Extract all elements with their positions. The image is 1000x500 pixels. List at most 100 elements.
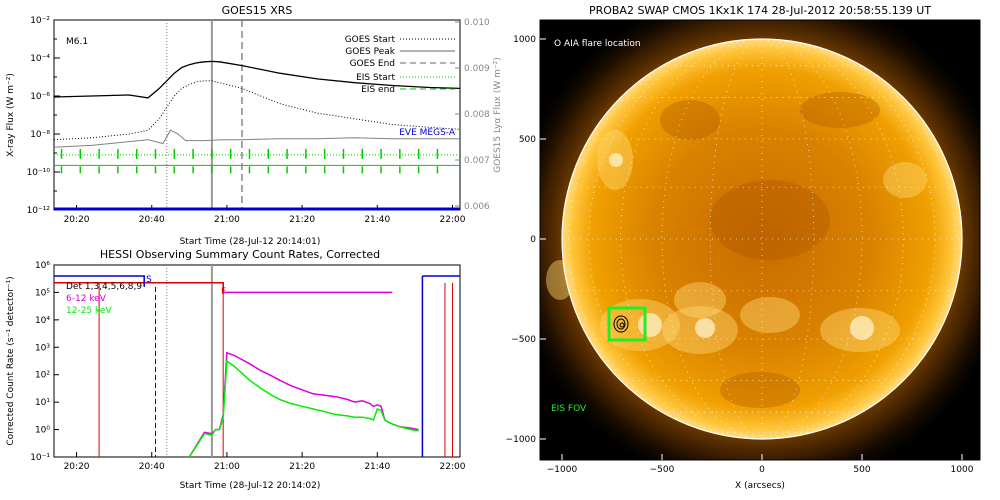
swap-x-tick-label: −1000 <box>547 465 578 475</box>
hessi-x-tick-label: 20:40 <box>139 462 165 472</box>
hessi-y-axis-label: Corrected Count Rate (s⁻¹ detector⁻¹) <box>6 276 16 445</box>
swap-x-tick-label: −500 <box>650 465 675 475</box>
legend-eis-end: EIS end <box>361 85 395 95</box>
hessi-y-tick-label: 10⁻¹ <box>30 453 50 463</box>
longitude-line <box>620 38 763 440</box>
hessi-title: HESSI Observing Summary Count Rates, Cor… <box>100 248 380 261</box>
solar-limb <box>561 38 963 440</box>
hessi-x-tick-label: 21:00 <box>214 462 240 472</box>
hessi-x-tick-label: 20:20 <box>64 462 90 472</box>
goes-x-tick-label: 21:40 <box>364 215 390 225</box>
swap-flare-annotation: O AIA flare location <box>554 39 641 49</box>
goes-y-axis-label: X-ray Flux (W m⁻²) <box>6 73 16 157</box>
goes-x-axis-label: Start Time (28-Jul-12 20:14:01) <box>180 237 321 247</box>
hessi-panel: HESSI Observing Summary Count Rates, Cor… <box>6 248 466 491</box>
hessi-y-tick-label: 10³ <box>35 343 50 353</box>
goes-x-tick-label: 22:00 <box>440 215 466 225</box>
active-region <box>546 260 574 300</box>
goes-y2-tick-label: 0.009 <box>464 64 490 74</box>
active-region-core <box>609 153 623 167</box>
goes-legend: GOES Start GOES Peak GOES End EIS Start … <box>345 35 456 138</box>
hessi-x-tick-label: 21:40 <box>364 462 390 472</box>
solar-active-regions <box>546 92 927 408</box>
legend-goes-end: GOES End <box>350 59 395 69</box>
goes-data-layer: 20:20 20:40 21:00 21:20 21:40 22:00 10⁻² 10⁻⁴ 10… <box>27 16 490 225</box>
goes-y-tick-label: 10⁻¹² <box>27 206 51 216</box>
aia-flare-contours <box>613 315 629 333</box>
hessi-series-12-25-keV <box>188 359 419 458</box>
hessi-x-tick-label: 21:20 <box>289 462 315 472</box>
legend-goes-start: GOES Start <box>345 35 396 45</box>
swap-title: PROBA2 SWAP CMOS 1Kx1K 174 28-Jul-2012 2… <box>589 4 931 17</box>
swap-x-tick-label: 500 <box>853 465 870 475</box>
goes-y2-axis-label: GOES15 Lyα Flux (W m⁻²) <box>493 57 503 173</box>
quiet-region <box>800 92 880 128</box>
swap-y-tick-label: −500 <box>511 335 536 345</box>
goes-y2-tick-label: 0.010 <box>464 18 490 28</box>
legend-eve-megs-a: EVE MEGS-A <box>399 128 456 138</box>
heliographic-grid <box>562 38 962 440</box>
swap-axes: −1000 −500 0 500 1000 1000 500 0 −500 −1000 <box>506 35 974 475</box>
active-region-core <box>638 313 662 337</box>
longitude-line <box>588 38 763 440</box>
swap-frame <box>539 19 981 461</box>
active-region <box>674 282 726 318</box>
hessi-x-axis-label: Start Time (28-Jul-12 20:14:02) <box>180 481 321 491</box>
goes-y2-tick-label: 0.008 <box>464 110 490 120</box>
swap-x-tick-label: 0 <box>759 465 765 475</box>
legend-hessi-detectors: Det 1,3,4,5,6,8,9 <box>66 282 142 292</box>
hessi-y-tick-label: 10⁶ <box>35 261 50 271</box>
active-region-core <box>850 316 874 340</box>
goes-series-lyman_alpha <box>53 129 460 148</box>
goes-panel: GOES15 XRS 20:20 20:40 21:00 21:20 21:40 22:0… <box>6 4 503 247</box>
hessi-marker-s: S <box>146 275 152 285</box>
swap-x-tick-label: 1000 <box>951 465 974 475</box>
goes-x-tick-label: 21:00 <box>214 215 240 225</box>
goes-series-long_channel <box>53 60 461 99</box>
hessi-series-red-level <box>54 282 224 293</box>
hessi-y-tick-label: 10⁴ <box>35 316 50 326</box>
hessi-marker-f: F <box>221 287 226 297</box>
swap-y-tick-label: 500 <box>519 135 536 145</box>
goes-series-short_channel <box>53 80 461 141</box>
goes-x-tick-label: 21:20 <box>289 215 315 225</box>
goes-x-tick-label: 20:40 <box>139 215 165 225</box>
goes-title: GOES15 XRS <box>222 4 293 17</box>
goes-y-tick-label: 10⁻¹⁰ <box>27 168 51 178</box>
legend-hessi-12-25kev: 12-25 keV <box>66 306 112 316</box>
goes-y2-tick-label: 0.007 <box>464 156 490 166</box>
goes-flare-class: M6.1 <box>66 37 88 47</box>
quiet-region <box>660 100 720 140</box>
active-region <box>740 297 800 333</box>
hessi-data-layer: 20:20 20:40 21:00 21:20 21:40 22:00 10⁶ 10⁵ 10⁴ 1… <box>30 261 466 472</box>
goes-y-tick-label: 10⁻² <box>30 16 50 26</box>
legend-goes-peak: GOES Peak <box>345 47 395 57</box>
hessi-series-blue-level <box>54 275 145 287</box>
hessi-y-tick-label: 10⁵ <box>35 288 50 298</box>
goes-y-tick-label: 10⁻⁴ <box>30 54 50 64</box>
longitude-line <box>761 38 936 440</box>
quiet-region <box>710 180 830 260</box>
active-region-core <box>695 318 715 338</box>
legend-hessi-6-12kev: 6-12 keV <box>66 294 107 304</box>
swap-y-tick-label: 0 <box>530 235 536 245</box>
swap-x-axis-label: X (arcsecs) <box>735 481 785 491</box>
swap-y-tick-label: 1000 <box>513 35 536 45</box>
active-region <box>883 162 927 198</box>
swap-panel: PROBA2 SWAP CMOS 1Kx1K 174 28-Jul-2012 2… <box>506 4 981 491</box>
goes-y-tick-label: 10⁻⁶ <box>30 92 50 102</box>
goes-x-tick-label: 20:20 <box>64 215 90 225</box>
hessi-plot-frame <box>53 264 461 458</box>
goes-y2-tick-label: 0.006 <box>464 202 490 212</box>
goes-y-tick-label: 10⁻⁸ <box>30 130 50 140</box>
quiet-region <box>720 372 800 408</box>
hessi-legend: Det 1,3,4,5,6,8,9 6-12 keV 12-25 keV S F <box>66 275 226 316</box>
swap-eis-fov-annotation: EIS FOV <box>551 404 587 414</box>
hessi-x-tick-label: 22:00 <box>440 462 466 472</box>
hessi-y-tick-label: 10¹ <box>35 398 50 408</box>
swap-y-tick-label: −1000 <box>506 435 537 445</box>
eis-fov-box <box>607 306 647 342</box>
hessi-y-tick-label: 10⁰ <box>35 426 50 436</box>
hessi-y-tick-label: 10² <box>35 371 50 381</box>
